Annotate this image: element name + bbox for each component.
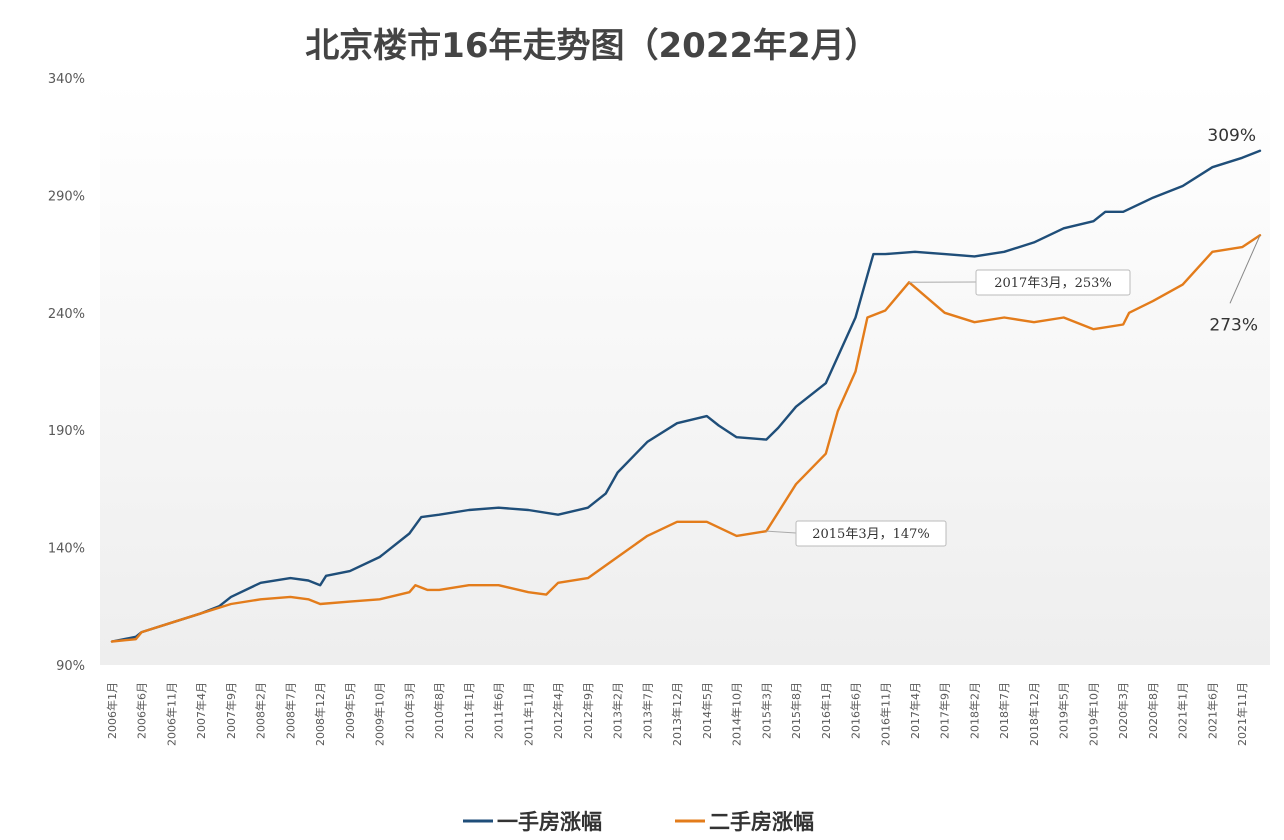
x-tick-label: 2008年7月 xyxy=(283,682,297,739)
end-value-label: 273% xyxy=(1209,315,1258,335)
x-tick-label: 2011年1月 xyxy=(462,682,476,739)
x-tick-label: 2006年6月 xyxy=(135,682,149,739)
callout-box xyxy=(975,269,1131,296)
x-tick-label: 2016年11月 xyxy=(878,682,892,746)
x-tick-label: 2008年12月 xyxy=(313,682,327,746)
x-tick-label: 2007年9月 xyxy=(224,682,238,739)
y-axis: 90% 140% 190% 240% 290% 340% xyxy=(48,72,85,674)
x-tick-label: 2018年12月 xyxy=(1027,682,1041,746)
x-tick-label: 2012年4月 xyxy=(551,682,565,739)
callout-leader xyxy=(766,530,797,534)
x-tick-label: 2017年4月 xyxy=(908,682,922,739)
callout-box xyxy=(795,520,947,547)
x-tick-label: 2021年6月 xyxy=(1205,682,1219,739)
x-tick-label: 2013年12月 xyxy=(670,682,684,746)
y-tick-label: 290% xyxy=(48,189,85,204)
y-tick-label: 340% xyxy=(48,72,85,87)
x-tick-label: 2019年5月 xyxy=(1057,682,1071,739)
x-tick-label: 2016年1月 xyxy=(819,682,833,739)
x-tick-label: 2010年8月 xyxy=(432,682,446,739)
x-tick-label: 2006年11月 xyxy=(164,682,178,746)
x-tick-label: 2012年9月 xyxy=(581,682,595,739)
x-tick-label: 2009年10月 xyxy=(373,682,387,746)
x-axis: 2006年1月 2006年6月 2006年11月 2007年4月 2007年9月 2008… xyxy=(105,682,1249,746)
x-tick-label: 2011年6月 xyxy=(492,682,506,739)
x-tick-label: 2016年6月 xyxy=(849,682,863,739)
x-tick-label: 2007年4月 xyxy=(194,682,208,739)
x-tick-label: 2017年9月 xyxy=(938,682,952,739)
y-tick-label: 90% xyxy=(56,659,85,674)
x-tick-label: 2013年7月 xyxy=(640,682,654,739)
plot-background xyxy=(100,80,1270,665)
legend: 一手房涨幅 二手房涨幅 xyxy=(463,810,814,834)
x-tick-label: 2009年5月 xyxy=(343,682,357,739)
x-tick-label: 2014年10月 xyxy=(730,682,744,746)
end-value-label: 309% xyxy=(1207,126,1256,146)
x-tick-label: 2010年3月 xyxy=(402,682,416,739)
x-tick-label: 2008年2月 xyxy=(254,682,268,739)
series-line xyxy=(110,149,1262,643)
annotations: 309% 273% 2015年3月，147% 2017年3月，253% xyxy=(766,126,1261,547)
x-tick-label: 2013年2月 xyxy=(611,682,625,739)
x-tick-label: 2018年7月 xyxy=(997,682,1011,739)
y-tick-label: 190% xyxy=(48,424,85,439)
callout-label: 2017年3月，253% xyxy=(994,276,1112,291)
y-tick-label: 140% xyxy=(48,542,85,557)
end-value-leader xyxy=(1229,235,1261,304)
x-tick-label: 2015年8月 xyxy=(789,682,803,739)
y-tick-label: 240% xyxy=(48,307,85,322)
chart-title: 北京楼市16年走势图（2022年2月） xyxy=(305,26,879,66)
legend-label: 一手房涨幅 xyxy=(497,810,602,834)
legend-label: 二手房涨幅 xyxy=(709,810,814,834)
x-tick-label: 2014年5月 xyxy=(700,682,714,739)
callout-label: 2015年3月，147% xyxy=(812,527,930,542)
x-tick-label: 2020年3月 xyxy=(1116,682,1130,739)
series-lines xyxy=(110,149,1262,643)
x-tick-label: 2011年11月 xyxy=(521,682,535,746)
x-tick-label: 2021年1月 xyxy=(1176,682,1190,739)
x-tick-label: 2021年11月 xyxy=(1235,682,1249,746)
x-tick-label: 2020年8月 xyxy=(1146,682,1160,739)
x-tick-label: 2015年3月 xyxy=(759,682,773,739)
x-tick-label: 2019年10月 xyxy=(1086,682,1100,746)
series-line xyxy=(110,234,1262,643)
x-tick-label: 2018年2月 xyxy=(967,682,981,739)
x-tick-label: 2006年1月 xyxy=(105,682,119,739)
